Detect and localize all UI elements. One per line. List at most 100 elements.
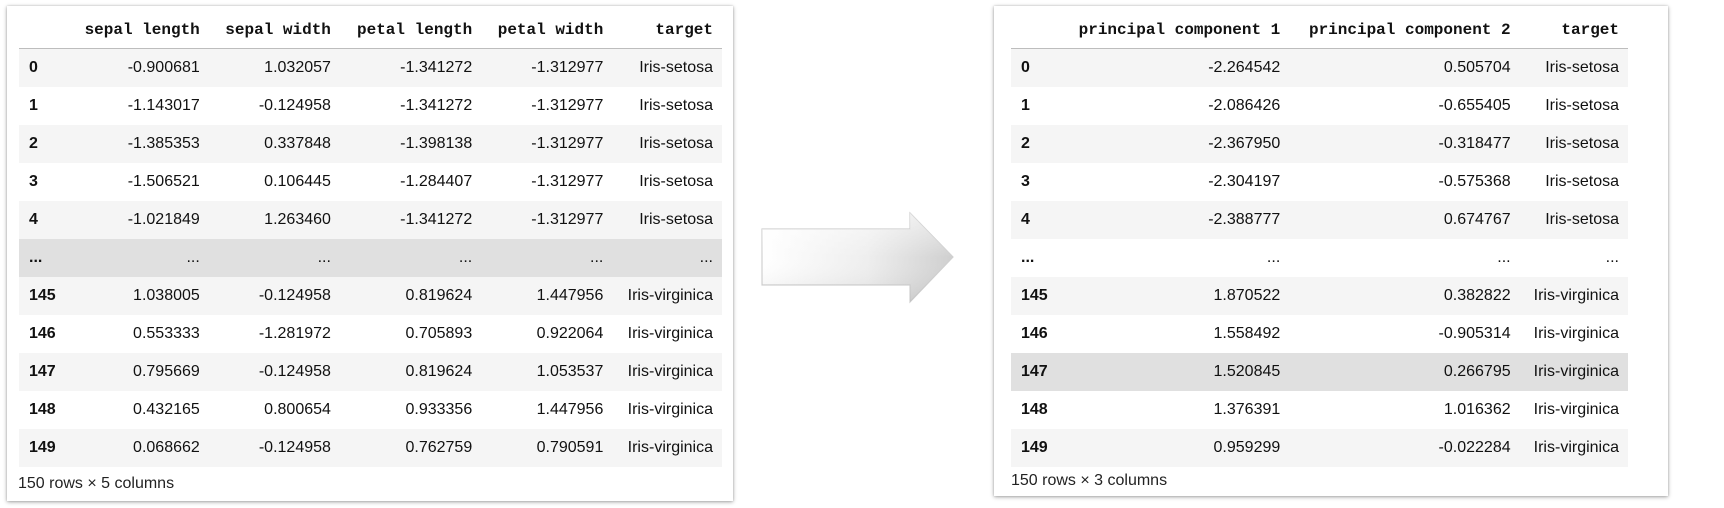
table-cell: 1.558492: [1213, 324, 1281, 342]
table-cell: Iris-setosa: [639, 134, 713, 152]
table-cell: -1.385353: [127, 134, 200, 152]
table-cell: Iris-setosa: [1545, 58, 1619, 76]
table-cell: Iris-virginica: [627, 324, 713, 342]
pca-dataframe-table: principal component 1 principal component…: [1011, 12, 1628, 467]
table-cell: Iris-setosa: [639, 96, 713, 114]
table-cell: ...: [590, 248, 604, 266]
table-cell: -0.124958: [258, 286, 331, 304]
table-cell: -1.021849: [127, 210, 200, 228]
row-index: 148: [1021, 400, 1048, 418]
table-cell: 0.762759: [405, 438, 473, 456]
table-cell: Iris-setosa: [1545, 210, 1619, 228]
table-cell: -2.086426: [1208, 96, 1281, 114]
table-row: 1 -1.143017 -0.124958 -1.341272 -1.312977 Iri…: [19, 87, 722, 125]
table-cell: -2.367950: [1208, 134, 1281, 152]
table-cell: 0.790591: [536, 438, 604, 456]
table-cell: -1.398138: [400, 134, 473, 152]
table-cell: Iris-setosa: [1545, 134, 1619, 152]
table-cell: ...: [458, 248, 473, 266]
table-cell: -1.312977: [531, 58, 604, 76]
table-row: 146 0.553333 -1.281972 0.705893 0.922064 Iris…: [19, 315, 722, 353]
table-cell: Iris-setosa: [639, 172, 713, 190]
table-row: 4 -2.388777 0.674767 Iris-setosa: [1011, 200, 1628, 239]
table-row: 145 1.038005 -0.124958 0.819624 1.447956 Iris…: [19, 276, 722, 315]
row-index: 0: [1021, 58, 1030, 76]
table-row: 149 0.068662 -0.124958 0.762759 0.790591 Iris…: [19, 428, 722, 467]
table-row: 148 0.432165 0.800654 0.933356 1.447956 Iris-…: [19, 391, 722, 429]
table-cell: 1.870522: [1213, 286, 1281, 304]
row-index: 149: [1021, 438, 1048, 456]
pca-dataframe-panel: principal component 1 principal component…: [994, 6, 1668, 496]
table-cell: Iris-virginica: [1533, 362, 1619, 380]
table-cell: 0.819624: [405, 362, 473, 380]
row-index: 149: [29, 438, 56, 456]
table-header: sepal length sepal width petal length petal…: [19, 12, 722, 49]
table-cell: 0.106445: [264, 172, 331, 190]
table-row: 2 -2.367950 -0.318477 Iris-setosa: [1011, 124, 1628, 163]
table-row: ..................: [19, 238, 722, 277]
table-cell: Iris-virginica: [1533, 438, 1619, 456]
column-header: sepal width: [208, 12, 340, 49]
table-header: principal component 1 principal component…: [1011, 12, 1628, 49]
table-row: 147 1.520845 0.266795 Iris-virginica: [1011, 352, 1628, 391]
table-cell: 0.337848: [264, 134, 331, 152]
row-index: 2: [29, 134, 38, 152]
column-header: principal component 2: [1289, 12, 1520, 49]
table-cell: -0.900681: [127, 58, 200, 76]
table-cell: Iris-virginica: [1533, 286, 1619, 304]
table-row: 147 0.795669 -0.124958 0.819624 1.053537 Iris…: [19, 352, 722, 391]
row-index: 3: [1021, 172, 1030, 190]
table-cell: -0.575368: [1438, 172, 1511, 190]
row-index: 1: [29, 96, 38, 114]
table-cell: 0.674767: [1443, 210, 1511, 228]
row-index: ...: [1021, 248, 1035, 266]
table-cell: 0.800654: [264, 400, 331, 418]
table-cell: 0.266795: [1443, 362, 1511, 380]
table-cell: -0.318477: [1438, 134, 1511, 152]
table-cell: ...: [699, 248, 713, 266]
table-cell: 0.819624: [405, 286, 473, 304]
row-index: 2: [1021, 134, 1030, 152]
table-cell: -0.022284: [1438, 438, 1511, 456]
dataframe-shape-caption: 150 rows × 3 columns: [1011, 472, 1168, 489]
column-header: sepal length: [67, 12, 209, 49]
table-cell: -0.124958: [258, 362, 331, 380]
table-cell: -0.905314: [1438, 324, 1511, 342]
table-cell: 1.053537: [536, 362, 604, 380]
table-cell: ...: [1605, 248, 1619, 266]
table-cell: 0.432165: [133, 400, 200, 418]
table-cell: 0.505704: [1443, 58, 1511, 76]
table-row: 0 -2.264542 0.505704 Iris-setosa: [1011, 48, 1628, 87]
table-cell: Iris-setosa: [639, 210, 713, 228]
table-cell: ...: [317, 248, 331, 266]
table-cell: 1.016362: [1443, 400, 1511, 418]
table-cell: -1.312977: [531, 96, 604, 114]
header-row: sepal length sepal width petal length petal…: [19, 12, 722, 49]
table-cell: -1.341272: [400, 96, 473, 114]
table-cell: ...: [1497, 248, 1511, 266]
table-row: 2 -1.385353 0.337848 -1.398138 -1.312977 Iris…: [19, 124, 722, 163]
table-row: 3 -1.506521 0.106445 -1.284407 -1.312977 Iris…: [19, 163, 722, 201]
table-cell: 1.447956: [536, 286, 604, 304]
table-cell: ...: [186, 248, 200, 266]
table-cell: -1.312977: [531, 210, 604, 228]
table-cell: 0.922064: [536, 324, 604, 342]
table-cell: ...: [1266, 248, 1281, 266]
table-cell: -1.341272: [400, 210, 473, 228]
row-index: 146: [29, 324, 56, 342]
table-cell: Iris-setosa: [1545, 172, 1619, 190]
row-index: 4: [29, 210, 38, 228]
column-header: target: [1519, 12, 1628, 49]
table-cell: -1.506521: [127, 172, 200, 190]
dataframe-shape-caption: 150 rows × 5 columns: [18, 475, 175, 492]
table-cell: 0.933356: [405, 400, 473, 418]
table-cell: -2.388777: [1208, 210, 1281, 228]
table-cell: Iris-setosa: [639, 58, 713, 76]
column-header: petal width: [481, 12, 613, 49]
column-header: petal length: [339, 12, 482, 49]
table-cell: 0.382822: [1443, 286, 1511, 304]
table-cell: -2.304197: [1208, 172, 1281, 190]
row-index: 4: [1021, 210, 1030, 228]
index-header: [1011, 12, 1059, 49]
row-index: 147: [1021, 362, 1048, 380]
